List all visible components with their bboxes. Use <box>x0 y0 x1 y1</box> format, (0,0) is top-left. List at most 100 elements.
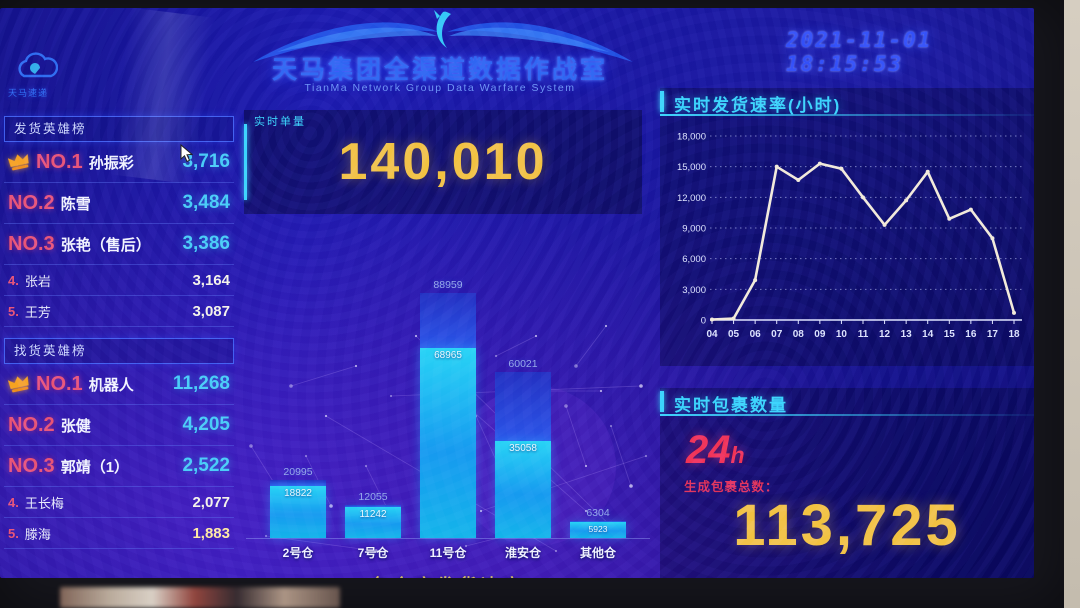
picking-leaderboard-panel: 找货英雄榜 NO.1 机器人 11,268 NO.2 张健 4,205 NO.3 郭靖（1） 2… <box>4 338 234 549</box>
background-poster-fragment <box>60 587 340 608</box>
svg-text:15,000: 15,000 <box>677 162 706 173</box>
row-value: 11,268 <box>172 373 230 394</box>
bar-total-label: 60021 <box>508 358 538 370</box>
dashboard-subtitle: TianMa Network Group Data Warfare System <box>304 82 576 94</box>
bar-column: 20995 18822 <box>270 466 326 538</box>
header-underline <box>660 414 1034 416</box>
person-name: 陈雪 <box>60 195 91 213</box>
bar-column: 60021 35058 <box>495 358 551 538</box>
leaderboard-row: 4. 王长梅 2,077 <box>4 487 234 518</box>
svg-text:18: 18 <box>1008 329 1020 340</box>
bar: 35058 <box>495 372 551 538</box>
svg-text:13: 13 <box>901 329 913 340</box>
hourly-rate-line-chart: 0 3,000 6,000 9,000 12,000 15,000 18,000 04 05 06… <box>677 132 1022 340</box>
rank-label: 5. <box>8 303 19 319</box>
realtime-orders-panel: 实时单量 140,010 <box>244 110 642 214</box>
bar-inner-label: 5923 <box>588 524 608 534</box>
bar-category-label: 其他仓 <box>579 546 616 560</box>
svg-text:06: 06 <box>750 329 762 340</box>
bar-total-label: 12055 <box>358 491 388 503</box>
svg-text:16: 16 <box>965 329 977 340</box>
svg-text:6,000: 6,000 <box>682 254 706 265</box>
realtime-parcel-panel: 实时包裹数量 24h 生成包裹总数： 113,725 <box>660 388 1034 578</box>
person-name: 张健 <box>60 417 91 435</box>
bar: 18822 <box>270 480 326 538</box>
rank-label: NO.1 <box>36 150 83 173</box>
bar-total-label: 20995 <box>283 466 313 478</box>
bar: 68965 <box>420 293 476 538</box>
shipping-leaderboard-rows: NO.1 孙振彩 3,716 NO.2 陈雪 3,484 NO.3 张艳（售后） 3,386 4.… <box>4 142 234 327</box>
svg-text:05: 05 <box>728 329 740 340</box>
bar-column: 6304 5923 <box>570 507 626 538</box>
bar-inner-label: 68965 <box>434 350 462 361</box>
realtime-orders-label: 实时单量 <box>254 116 306 128</box>
bar-remainder-segment <box>345 505 401 507</box>
company-cloud-logo-icon <box>14 52 59 89</box>
leaderboard-row: NO.1 孙振彩 3,716 <box>4 142 234 183</box>
person-name: 王芳 <box>24 304 51 320</box>
leaderboard-row: 4. 张岩 3,164 <box>4 265 234 296</box>
mouse-cursor <box>180 144 193 163</box>
leaderboard-row: NO.2 张健 4,205 <box>4 405 234 446</box>
picking-leaderboard-rows: NO.1 机器人 11,268 NO.2 张健 4,205 NO.3 郭靖（1） 2,522 4.… <box>4 364 234 549</box>
datetime-clock: 2021-11-01 18:15:53 <box>786 28 933 76</box>
svg-text:14: 14 <box>922 329 934 340</box>
bar-remainder-segment <box>495 372 551 441</box>
person-name: 孙振彩 <box>88 154 134 172</box>
leaderboard-row: NO.1 机器人 11,268 <box>4 364 234 405</box>
bar-inner-segment: 68965 <box>420 348 476 538</box>
rank-label: NO.3 <box>8 454 55 477</box>
bar-column: 12055 11242 <box>345 491 401 538</box>
row-value: 2,077 <box>192 493 230 511</box>
rank-label: 5. <box>8 525 19 541</box>
bar-chart-title: 各仓库发货速度 <box>246 571 650 578</box>
bar: 5923 <box>570 521 626 538</box>
line-chart-container: 0 3,000 6,000 9,000 12,000 15,000 18,000 04 05 06… <box>666 124 1026 359</box>
rank-label: 4. <box>8 494 19 510</box>
person-name: 郭靖（1） <box>60 458 130 476</box>
bar-inner-segment: 11242 <box>345 507 401 538</box>
leaderboard-row: NO.2 陈雪 3,484 <box>4 183 234 224</box>
wall-background <box>1062 0 1080 608</box>
parcel-total-caption: 生成包裹总数： <box>684 480 779 494</box>
person-name: 王长梅 <box>24 495 64 511</box>
row-value: 3,386 <box>182 233 230 254</box>
bar-inner-label: 35058 <box>509 443 537 454</box>
bar-inner-segment: 5923 <box>570 522 626 538</box>
row-value: 3,087 <box>192 302 230 320</box>
svg-text:3,000: 3,000 <box>682 285 706 296</box>
shipping-leaderboard-panel: 发货英雄榜 NO.1 孙振彩 3,716 NO.2 陈雪 3,484 NO.3 张艳（售后） 3… <box>4 116 234 327</box>
dashboard-screen: 天马速递 天马集团全渠道数据作战室 TianMa Network Group D… <box>0 8 1034 578</box>
bar-column: 88959 68965 <box>420 279 476 538</box>
row-value: 4,205 <box>182 414 230 435</box>
bar-total-label: 6304 <box>586 507 610 519</box>
svg-text:0: 0 <box>701 316 706 327</box>
realtime-orders-value: 140,010 <box>338 133 548 191</box>
dashboard-title: 天马集团全渠道数据作战室 <box>271 56 608 84</box>
person-name: 滕海 <box>24 526 51 542</box>
bar-remainder-segment <box>270 480 326 486</box>
row-value: 1,883 <box>192 524 230 542</box>
bar-category-label: 7号仓 <box>357 546 389 560</box>
svg-text:08: 08 <box>793 329 805 340</box>
bar-total-label: 88959 <box>433 279 463 291</box>
hourly-ship-rate-panel: 实时发货速率(小时) 0 3,000 6,000 9,000 12,000 15,000 1… <box>660 88 1034 366</box>
bar: 11242 <box>345 505 401 538</box>
pegasus-wings-logo-icon <box>253 10 633 62</box>
svg-text:07: 07 <box>771 329 783 340</box>
company-logo-text: 天马速递 <box>8 88 49 98</box>
realtime-parcel-title: 实时包裹数量 <box>674 396 788 415</box>
leaderboard-row: 5. 王芳 3,087 <box>4 296 234 327</box>
svg-text:18,000: 18,000 <box>677 132 706 143</box>
svg-text:09: 09 <box>814 329 826 340</box>
svg-text:11: 11 <box>858 329 869 340</box>
bar-inner-segment: 18822 <box>270 486 326 538</box>
header-underline <box>660 114 1034 116</box>
bar-chart-plot-area: 20995 18822 12055 11242 88959 68965 60021 35058… <box>246 270 650 539</box>
rank-label: NO.2 <box>8 413 55 436</box>
bar-chart-category-axis: 2号仓 7号仓 11号仓 淮安仓 其他仓 <box>246 544 650 561</box>
svg-text:04: 04 <box>706 329 718 340</box>
bar-remainder-segment <box>420 293 476 348</box>
